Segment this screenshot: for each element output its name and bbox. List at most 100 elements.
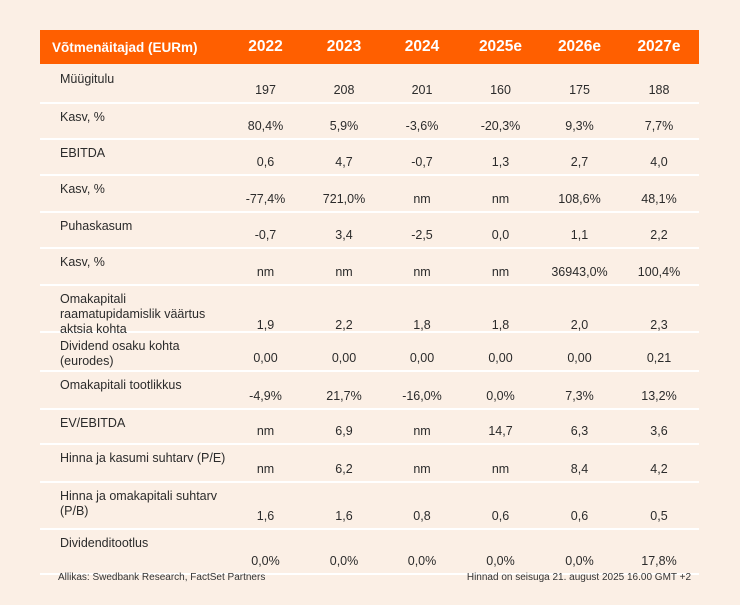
row-value: 201 — [411, 83, 433, 97]
row-value: nm — [413, 424, 431, 438]
header-cell-2024: 2024 — [404, 38, 440, 55]
row-value: 3,6 — [650, 424, 668, 438]
row-value: 0,5 — [650, 509, 668, 523]
row-value: 0,00 — [253, 351, 278, 365]
row-value: 0,00 — [409, 351, 435, 365]
row-value: 1,3 — [491, 155, 510, 169]
table-body: Müügitulu 197 208 201 160 175 188 Kasv, % 80,4% 5… — [40, 66, 699, 575]
row-value: -0,7 — [411, 155, 433, 169]
table-row: Dividenditootlus 0,0% 0,0% 0,0% 0,0% 0,0% 17,8… — [40, 530, 699, 575]
row-value: 0,8 — [413, 509, 431, 523]
row-value: 0,0% — [486, 389, 515, 403]
row-value: 7,7% — [644, 119, 674, 133]
row-value: 0,21 — [646, 351, 672, 365]
row-value: 0,00 — [331, 351, 357, 365]
row-label: Kasv, % — [60, 255, 105, 269]
row-value: 0,6 — [491, 509, 510, 523]
row-value: 8,4 — [570, 462, 589, 476]
row-value: 0,00 — [488, 351, 513, 365]
row-value: 6,2 — [335, 462, 353, 476]
row-value: nm — [413, 265, 431, 279]
table-row: Omakapitali tootlikkus -4,9% 21,7% -16,0% 0,… — [40, 372, 699, 410]
row-value: nm — [413, 462, 431, 476]
row-value: 108,6% — [558, 192, 601, 206]
row-value: 0,6 — [570, 509, 589, 523]
row-value: nm — [256, 462, 275, 476]
row-value: 2,0 — [570, 318, 589, 332]
row-value: 1,9 — [256, 318, 275, 332]
table-row: Puhaskasum -0,7 3,4 -2,5 0,0 1,1 2,2 — [40, 213, 699, 249]
row-value: 3,4 — [335, 228, 353, 242]
row-value: 1,6 — [256, 509, 275, 523]
row-value: nm — [491, 462, 510, 476]
row-value: nm — [256, 424, 275, 438]
row-value: nm — [335, 265, 353, 279]
row-value: 36943,0% — [551, 265, 608, 279]
row-label: EBITDA — [60, 146, 106, 160]
row-value: 1,8 — [491, 318, 510, 332]
row-value: 100,4% — [637, 265, 681, 279]
table-row: Kasv, % nm nm nm nm 36943,0% 100,4% — [40, 249, 699, 286]
row-value: 13,2% — [641, 389, 677, 403]
table-row: Hinna ja omakapitali suhtarv (P/B) 1,6 1,6… — [40, 483, 699, 530]
row-value: 5,9% — [329, 119, 359, 133]
row-value: 0,0% — [486, 554, 515, 568]
row-label: Omakapitali raamatupidamislik väärtus ak… — [60, 292, 206, 336]
row-value: 721,0% — [322, 192, 366, 206]
table-row: EBITDA 0,6 4,7 -0,7 1,3 2,7 4,0 — [40, 140, 699, 176]
row-value: 6,3 — [570, 424, 589, 438]
row-value: -4,9% — [249, 389, 282, 403]
row-value: 1,8 — [413, 318, 431, 332]
row-value: 197 — [255, 83, 276, 97]
table-row: Kasv, % -77,4% 721,0% nm nm 108,6% 48,1% — [40, 176, 699, 213]
row-value: -2,5 — [411, 228, 433, 242]
row-value: 0,6 — [256, 155, 275, 169]
row-value: nm — [491, 265, 510, 279]
row-label: Dividenditootlus — [60, 536, 149, 550]
row-value: 7,3% — [565, 389, 594, 403]
row-value: 0,0% — [407, 554, 437, 568]
row-value: 4,0 — [650, 155, 668, 169]
row-value: nm — [256, 265, 275, 279]
table-row: Kasv, % 80,4% 5,9% -3,6% -20,3% 9,3% 7,7% — [40, 104, 699, 140]
header-cell-2023: 2023 — [326, 38, 362, 55]
row-value: 17,8% — [641, 554, 677, 568]
table-row: EV/EBITDA nm 6,9 nm 14,7 6,3 3,6 — [40, 410, 699, 445]
row-value: 208 — [333, 83, 355, 97]
table-row: Omakapitali raamatupidamislik väärtus ak… — [40, 286, 699, 336]
row-value: 160 — [490, 83, 511, 97]
row-value: 0,00 — [567, 351, 592, 365]
price-date-note: Hinnad on seisuga 21. august 2025 16.00 … — [466, 572, 691, 583]
row-value: 0,0% — [251, 554, 280, 568]
row-label: EV/EBITDA — [60, 416, 126, 430]
row-value: -0,7 — [254, 228, 277, 242]
table-header: Võtmenäitajad (EURm) 2022 2023 2024 2025… — [40, 30, 699, 64]
row-label: Hinna ja omakapitali suhtarv (P/B) — [60, 489, 218, 518]
row-value: 188 — [648, 83, 670, 97]
row-label: Dividend osaku kohta (eurodes) — [60, 339, 180, 368]
row-value: 48,1% — [641, 192, 677, 206]
row-value: -3,6% — [405, 119, 439, 133]
row-value: nm — [413, 192, 431, 206]
row-label: Kasv, % — [60, 182, 105, 196]
row-value: 0,0 — [491, 228, 510, 242]
row-value: 6,9 — [335, 424, 353, 438]
row-value: 4,7 — [335, 155, 353, 169]
row-value: 9,3% — [565, 119, 594, 133]
row-value: -16,0% — [402, 389, 442, 403]
header-cell-2025e: 2025e — [478, 38, 523, 55]
row-label: Puhaskasum — [60, 219, 133, 233]
header-cell-2022: 2022 — [248, 38, 283, 55]
row-value: -77,4% — [245, 192, 286, 206]
table-row: Müügitulu 197 208 201 160 175 188 — [40, 66, 699, 104]
row-value: 1,6 — [335, 509, 353, 523]
row-value: 175 — [569, 83, 590, 97]
row-label: Kasv, % — [60, 110, 105, 124]
table-row: Dividend osaku kohta (eurodes) 0,00 0,00 0,… — [40, 333, 699, 372]
row-value: 2,7 — [570, 155, 589, 169]
row-value: nm — [491, 192, 510, 206]
row-value: 21,7% — [326, 389, 362, 403]
row-value: 4,2 — [650, 462, 668, 476]
row-label: Hinna ja kasumi suhtarv (P/E) — [60, 451, 226, 465]
row-value: 0,0% — [565, 554, 594, 568]
